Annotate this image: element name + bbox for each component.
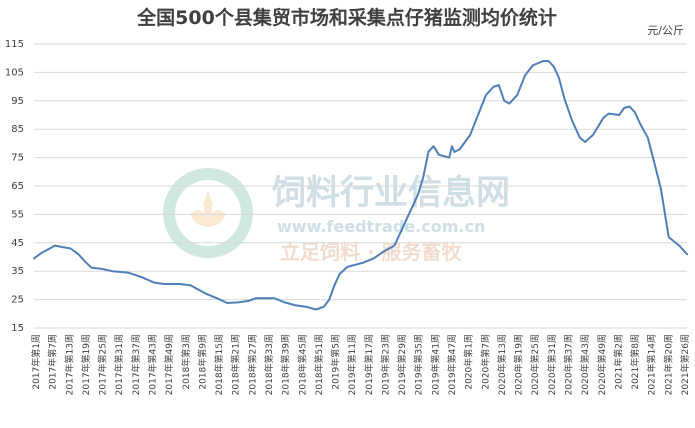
x-tick-label: 2020年第1周 <box>463 334 475 390</box>
watermark: 饲料行业信息网 www.feedtrade.com.cn 立足饲料 · 服务畜牧 <box>163 168 510 264</box>
x-tick-label: 2019年第17周 <box>363 334 375 395</box>
x-tick-label: 2020年第49周 <box>596 334 608 395</box>
x-tick-label: 2019年第41周 <box>429 334 441 395</box>
x-tick-label: 2018年第21周 <box>230 334 242 395</box>
y-axis-ticks: 15 25 35 45 55 65 75 85 95 105 115 <box>5 39 24 334</box>
x-tick-label: 2019年第35周 <box>413 334 425 395</box>
y-tick-label: 115 <box>5 39 24 50</box>
y-tick-label: 55 <box>11 209 24 220</box>
x-tick-label: 2017年第13周 <box>63 334 75 395</box>
y-tick-label: 105 <box>5 67 24 78</box>
y-tick-label: 85 <box>11 124 24 135</box>
x-tick-label: 2021年第2周 <box>612 334 624 390</box>
x-tick-label: 2017年第37周 <box>130 334 142 395</box>
x-tick-label: 2018年第33周 <box>263 334 275 395</box>
y-tick-label: 95 <box>11 96 24 107</box>
watermark-name: 饲料行业信息网 <box>272 173 510 213</box>
x-tick-label: 2018年第3周 <box>180 334 192 390</box>
x-tick-label: 2018年第9周 <box>196 334 208 390</box>
watermark-logo-icon <box>163 168 253 258</box>
x-tick-label: 2021年第20周 <box>662 334 674 395</box>
y-unit-label: 元/公斤 <box>647 24 684 37</box>
x-tick-label: 2020年第7周 <box>479 334 491 390</box>
x-axis-ticks: 2017年第1周 2017年第7周 2017年第13周 2017年第19周 2017年第… <box>30 334 691 395</box>
x-tick-label: 2020年第13周 <box>496 334 508 395</box>
x-tick-label: 2018年第39周 <box>280 334 292 395</box>
x-tick-label: 2019年第11周 <box>346 334 358 395</box>
x-tick-label: 2021年第8周 <box>629 334 641 390</box>
gridlines <box>34 43 687 329</box>
x-tick-label: 2017年第7周 <box>47 334 59 390</box>
y-tick-label: 35 <box>11 266 24 277</box>
x-tick-label: 2017年第49周 <box>163 334 175 395</box>
x-tick-label: 2018年第27周 <box>246 334 258 395</box>
x-tick-label: 2017年第43周 <box>146 334 158 395</box>
x-tick-label: 2021年第26周 <box>679 334 691 395</box>
x-tick-label: 2019年第47周 <box>446 334 458 395</box>
y-tick-label: 15 <box>11 323 24 334</box>
x-tick-label: 2019年第29周 <box>396 334 408 395</box>
series-layer <box>33 60 688 311</box>
chart-title: 全国500个县集贸市场和采集点仔猪监测均价统计 <box>136 6 557 29</box>
x-tick-label: 2021年第14周 <box>646 334 658 395</box>
watermark-url: www.feedtrade.com.cn <box>277 217 485 236</box>
y-tick-label: 75 <box>11 153 24 164</box>
y-tick-label: 25 <box>11 295 24 306</box>
series-line <box>33 60 688 311</box>
x-tick-label: 2017年第25周 <box>97 334 109 395</box>
x-tick-label: 2018年第45周 <box>296 334 308 395</box>
x-tick-label: 2017年第31周 <box>113 334 125 395</box>
x-tick-label: 2020年第31周 <box>546 334 558 395</box>
x-tick-label: 2020年第25周 <box>529 334 541 395</box>
y-tick-label: 45 <box>11 238 24 249</box>
x-tick-label: 2017年第19周 <box>80 334 92 395</box>
x-tick-label: 2017年第1周 <box>30 334 42 390</box>
x-tick-label: 2018年第15周 <box>213 334 225 395</box>
x-tick-label: 2019年第5周 <box>330 334 342 390</box>
x-tick-label: 2020年第37周 <box>563 334 575 395</box>
x-tick-label: 2020年第43周 <box>579 334 591 395</box>
x-tick-label: 2018年第51周 <box>313 334 325 395</box>
x-tick-label: 2020年第19周 <box>513 334 525 395</box>
y-tick-label: 65 <box>11 181 24 192</box>
x-tick-label: 2019年第23周 <box>379 334 391 395</box>
